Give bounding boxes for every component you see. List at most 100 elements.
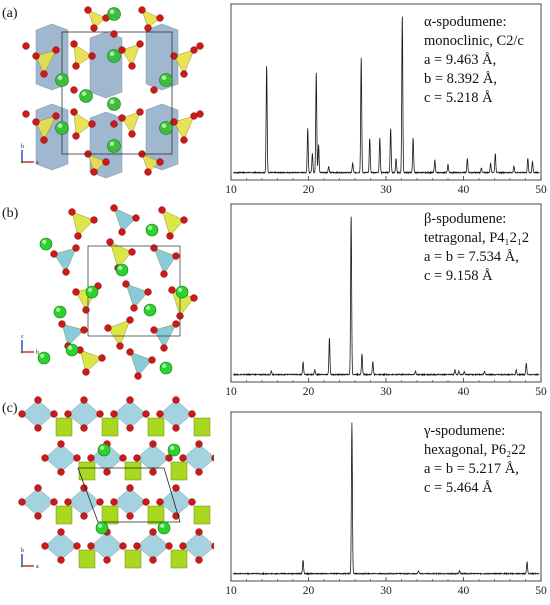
oxygen-atom [34,512,42,520]
oxygen-atom [52,112,60,120]
oxygen-atom [41,542,49,550]
atom-highlight [100,445,105,450]
oxygen-atom [190,294,198,302]
oxygen-atom [126,316,134,324]
oxygen-atom [196,110,204,118]
atom-highlight [146,305,151,310]
oxygen-atom [144,168,152,176]
xrd-chart-1: 10 20 30 40 50 [225,203,547,398]
tetrahedron [87,9,107,29]
atom-highlight [109,51,115,56]
oxygen-atom [158,206,166,214]
oxygen-atom [150,326,158,334]
x-tick-label: 30 [380,585,392,597]
octahedron [182,443,214,473]
oxygen-atom [179,542,187,550]
oxygen-atom [57,528,65,536]
tetrahedron [78,461,96,481]
oxygen-atom [62,268,70,276]
annotation-line: c = 9.158 Å [424,268,493,284]
xrd-chart-2: 10 20 30 40 50 [225,411,547,597]
oxygen-atom [32,118,40,126]
oxygen-atom [52,46,60,54]
crystal-structure-gamma: ba [18,396,214,570]
octahedron [182,531,214,561]
oxygen-atom [74,232,82,240]
oxygen-atom [188,498,196,506]
oxygen-atom [34,396,42,404]
axis-label: b [36,350,39,356]
oxygen-atom [103,468,111,476]
axis-indicator: cb [20,334,39,356]
oxygen-atom [180,216,188,224]
atom-highlight [162,363,167,368]
annotation-line: α-spodumene: [424,14,507,30]
x-tick-label: 50 [535,585,547,597]
oxygen-atom [110,120,118,128]
oxygen-atom [90,216,98,224]
oxygen-atom [128,62,136,70]
atom-highlight [148,225,153,230]
oxygen-atom [96,410,104,418]
oxygen-atom [96,498,104,506]
oxygen-atom [144,24,152,32]
oxygen-atom [196,42,204,50]
oxygen-atom [133,542,141,550]
oxygen-atom [130,304,138,312]
oxygen-atom [32,52,40,60]
oxygen-atom [165,542,173,550]
oxygen-atom [180,70,188,78]
xrd-trace [233,422,540,576]
oxygen-atom [142,410,150,418]
tetrahedron [124,461,142,481]
oxygen-atom [133,454,141,462]
oxygen-atom [73,542,81,550]
oxygen-atom [18,410,26,418]
oxygen-atom [172,424,180,432]
tetrahedron [147,417,165,437]
annotation-line: monoclinic, C2/c [424,33,524,49]
atom-highlight [161,123,167,128]
tetrahedron [124,549,142,569]
tetrahedron [73,43,93,67]
axis-label: b [21,548,24,554]
annotation-line: a = b = 5.217 Å, [424,461,519,477]
oxygen-atom [88,52,96,60]
oxygen-atom [68,208,76,216]
oxygen-atom [188,410,196,418]
oxygen-atom [73,454,81,462]
oxygen-atom [156,14,164,22]
annotation-line: γ-spodumene: [424,423,506,439]
oxygen-atom [106,238,114,246]
oxygen-atom [160,344,168,352]
oxygen-atom [72,244,80,252]
oxygen-atom [144,288,152,296]
x-tick-label: 10 [225,386,237,398]
annotation-line: c = 5.218 Å [424,90,493,106]
oxygen-atom [70,86,78,94]
atom-highlight [81,91,87,96]
xrd-chart-0: 10 20 30 40 50 [225,3,547,196]
oxygen-atom [80,396,88,404]
oxygen-atom [34,484,42,492]
oxygen-atom [50,250,58,258]
xrd-trace [232,216,540,377]
oxygen-atom [58,320,66,328]
axis-indicator: ba [20,144,39,166]
oxygen-atom [57,440,65,448]
oxygen-atom [195,468,203,476]
unit-cell [77,467,181,523]
oxygen-atom [22,110,30,118]
oxygen-atom [110,204,118,212]
axis-label: c [21,334,24,340]
oxygen-atom [195,528,203,536]
atom-highlight [68,345,73,350]
oxygen-atom [168,286,176,294]
oxygen-atom [70,108,78,116]
octahedron [53,247,77,273]
oxygen-atom [87,542,95,550]
oxygen-atom [149,468,157,476]
atom-highlight [57,123,63,128]
oxygen-atom [34,424,42,432]
